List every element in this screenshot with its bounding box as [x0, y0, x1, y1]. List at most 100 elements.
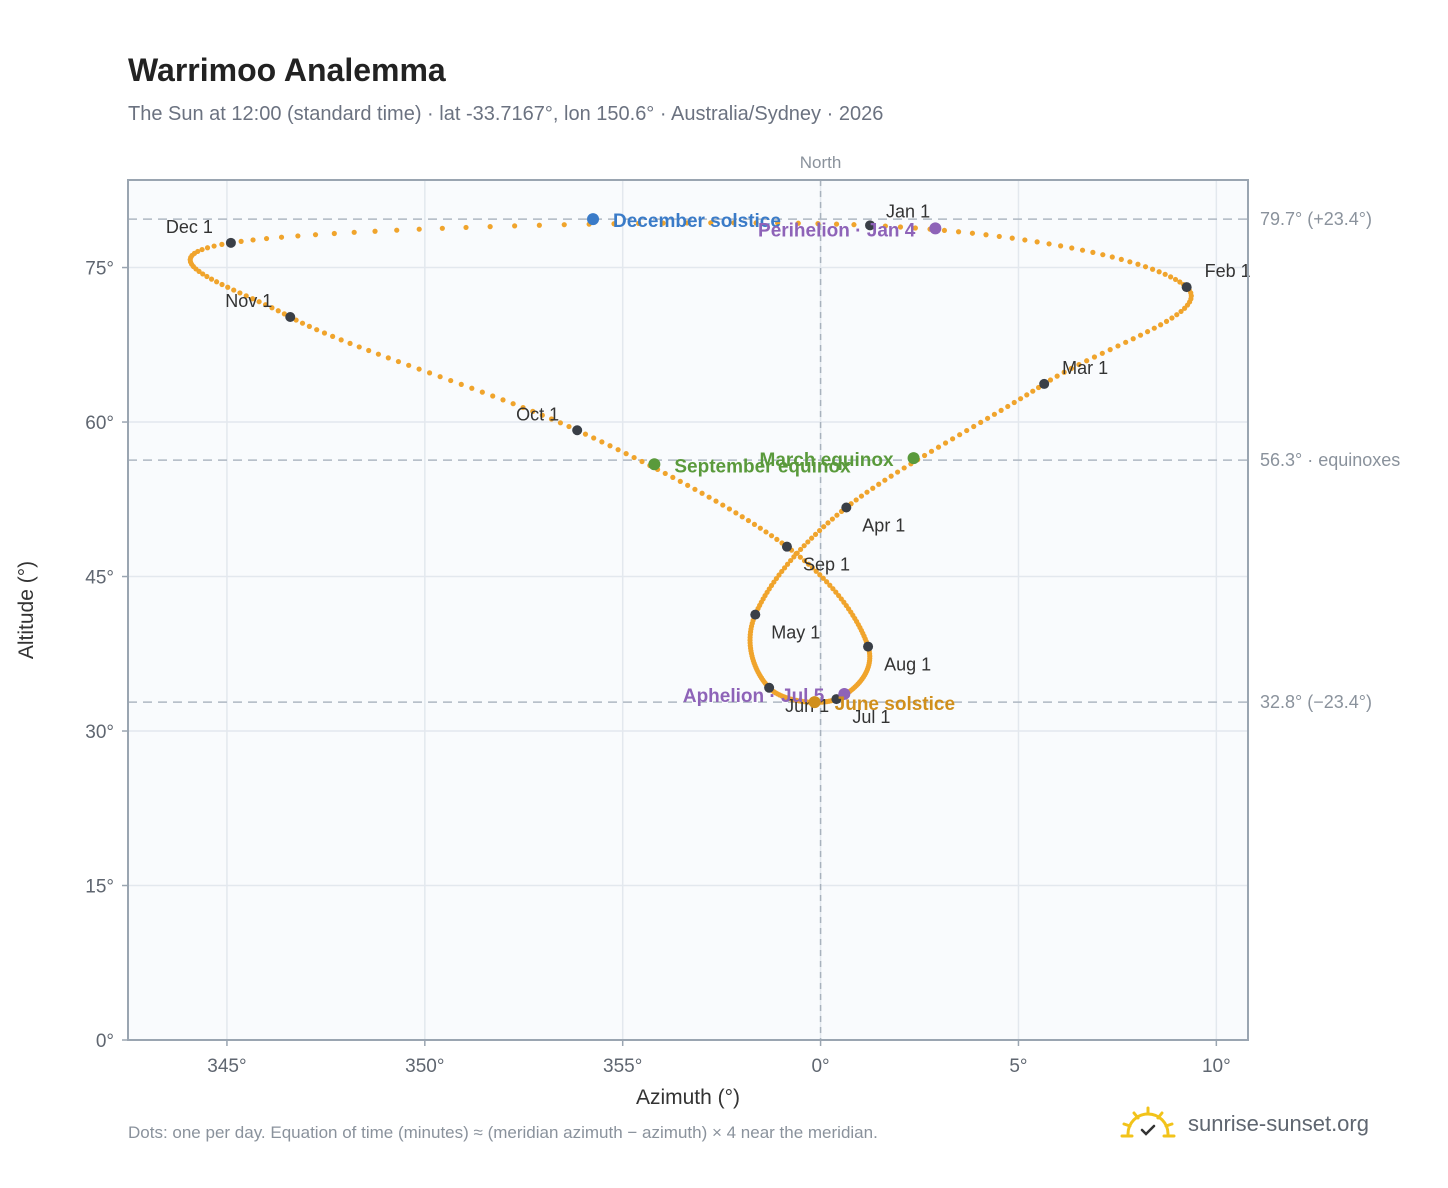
daily-sun-dot: [463, 224, 469, 231]
event-marker: [929, 222, 942, 235]
daily-sun-dot: [726, 506, 733, 512]
reference-line-label: 32.8° (−23.4°): [1260, 692, 1372, 712]
daily-sun-dot: [708, 220, 714, 226]
month-marker: [572, 425, 583, 436]
event-label: March equinox: [760, 450, 895, 471]
x-tick-label: 345°: [207, 1056, 246, 1077]
daily-sun-dot: [739, 514, 745, 520]
daily-sun-dot: [219, 281, 225, 288]
daily-sun-dot: [882, 477, 888, 483]
daily-sun-dot: [1142, 264, 1149, 270]
daily-sun-dot: [366, 347, 372, 354]
daily-sun-dot: [500, 397, 506, 403]
daily-sun-dot: [781, 565, 788, 571]
daily-sun-dot: [1009, 235, 1015, 241]
daily-sun-dot: [1149, 266, 1156, 272]
daily-sun-dot: [204, 245, 211, 251]
daily-sun-dot: [1022, 237, 1028, 243]
daily-sun-dot: [539, 412, 545, 418]
brand[interactable]: sunrise-sunset.org: [1120, 1100, 1369, 1148]
daily-sun-dot: [394, 227, 400, 233]
daily-sun-dot: [801, 543, 807, 549]
y-axis-title: Altitude (°): [15, 561, 38, 659]
daily-sun-dot: [372, 228, 378, 234]
x-axis-title: Azimuth (°): [636, 1086, 740, 1109]
daily-sun-dot: [561, 222, 567, 228]
daily-sun-dot: [1107, 347, 1113, 353]
daily-sun-dot: [1178, 308, 1184, 315]
daily-sun-dot: [479, 389, 485, 395]
daily-sun-dot: [888, 473, 894, 479]
daily-sun-dot: [1079, 247, 1086, 253]
reference-line-label: 79.7° (+23.4°): [1260, 209, 1372, 229]
daily-sun-dot: [670, 474, 676, 480]
month-label: Aug 1: [884, 655, 931, 675]
daily-sun-dot: [833, 221, 840, 227]
daily-sun-dot: [833, 589, 839, 595]
daily-sun-dot: [805, 561, 812, 567]
month-marker: [863, 641, 874, 652]
brand-name: sunrise-sunset.org: [1188, 1111, 1369, 1136]
daily-sun-dot: [834, 512, 840, 518]
daily-sun-dot: [801, 558, 808, 564]
daily-sun-dot: [825, 520, 831, 526]
daily-sun-dot: [1005, 403, 1011, 410]
daily-sun-dot: [851, 222, 857, 228]
daily-sun-dot: [1058, 243, 1064, 249]
event-marker: [587, 213, 600, 226]
chart-subtitle: The Sun at 12:00 (standard time) · lat -…: [128, 103, 884, 125]
daily-sun-dot: [1169, 315, 1175, 321]
daily-sun-dot: [1084, 358, 1090, 364]
daily-sun-dot: [1137, 332, 1144, 338]
daily-sun-dot: [901, 465, 907, 471]
footnote: Dots: one per day. Equation of time (min…: [128, 1123, 878, 1142]
daily-sun-dot: [813, 568, 819, 574]
daily-sun-dot: [1061, 369, 1067, 375]
daily-sun-dot: [1127, 259, 1133, 265]
daily-sun-dot: [817, 572, 823, 578]
daily-sun-dot: [969, 230, 976, 236]
daily-sun-dot: [858, 493, 865, 499]
month-marker: [781, 541, 792, 552]
x-tick-label: 0°: [811, 1056, 829, 1077]
daily-sun-dot: [1024, 392, 1030, 398]
daily-sun-dot: [1054, 373, 1060, 379]
daily-sun-dot: [426, 370, 433, 376]
daily-sun-dot: [416, 366, 422, 372]
meridian-label: North: [800, 153, 842, 172]
daily-sun-dot: [1174, 312, 1180, 318]
daily-sun-dot: [812, 531, 819, 537]
daily-sun-dot: [897, 224, 904, 230]
month-marker: [865, 220, 876, 231]
daily-sun-dot: [1168, 274, 1174, 280]
daily-sun-dot: [1163, 318, 1170, 324]
event-label: September equinox: [674, 456, 851, 477]
daily-sun-dot: [774, 536, 780, 542]
x-tick-label: 355°: [603, 1056, 642, 1077]
daily-sun-dot: [699, 490, 705, 496]
daily-sun-dot: [356, 344, 362, 350]
daily-sun-dot: [314, 327, 320, 333]
daily-sun-dot: [1090, 249, 1096, 255]
month-marker: [225, 237, 236, 248]
daily-sun-dot: [1034, 239, 1040, 245]
daily-sun-dot: [416, 226, 422, 232]
month-label: May 1: [771, 623, 820, 643]
daily-sun-dot: [797, 554, 803, 560]
month-label: Nov 1: [225, 291, 272, 311]
y-tick-label: 45°: [85, 568, 114, 589]
reference-line-label: 56.3° · equinoxes: [1260, 450, 1400, 470]
daily-sun-dot: [957, 432, 963, 438]
daily-sun-dot: [321, 330, 328, 336]
daily-sun-dot: [437, 374, 443, 380]
daily-sun-dot: [793, 551, 799, 557]
daily-sun-dot: [636, 220, 642, 226]
month-label: Apr 1: [862, 516, 905, 536]
daily-sun-dot: [996, 233, 1002, 240]
daily-sun-dot: [1130, 336, 1136, 342]
daily-sun-dot: [351, 229, 357, 235]
daily-sun-dot: [677, 478, 683, 484]
daily-sun-dot: [250, 237, 256, 243]
daily-sun-dot: [978, 419, 984, 425]
